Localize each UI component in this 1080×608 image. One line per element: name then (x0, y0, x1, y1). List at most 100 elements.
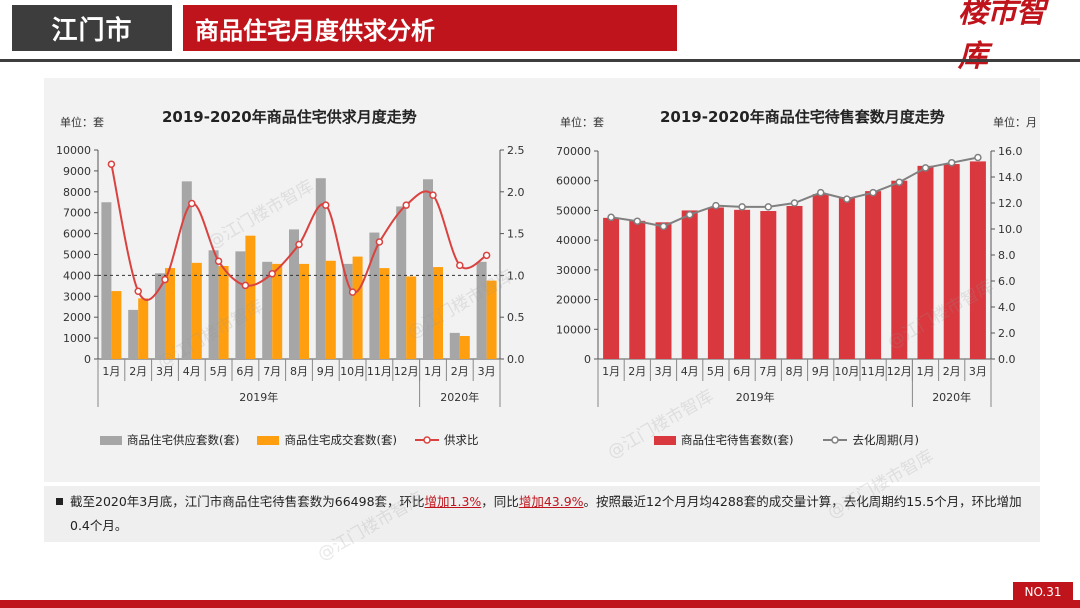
bar-secondary (111, 291, 122, 359)
legend-label-ratio: 供求比 (443, 433, 479, 447)
line-point (764, 203, 773, 211)
y-tick-label: 8000 (63, 186, 91, 199)
bar-secondary (379, 268, 390, 359)
y-tick-label: 20000 (556, 294, 591, 307)
bar-primary (449, 332, 460, 359)
supply-demand-chart: 0 1000 2000 3000 4000 5000 6000 7000 8000 9000 100… (56, 144, 525, 407)
bar-primary (786, 205, 803, 359)
y2-tick-label: 1.0 (507, 269, 525, 282)
bar-primary (423, 179, 433, 359)
line-point (790, 199, 799, 207)
y2-tick-label: 8.0 (998, 249, 1016, 262)
bar-secondary (433, 267, 443, 359)
left-chart-title: 2019-2020年商品住宅供求月度走势 (162, 108, 417, 126)
legend-item-inventory: 商品住宅待售套数(套) (654, 432, 793, 448)
bar-secondary (486, 280, 497, 359)
x-tick-label: 1月 (602, 365, 620, 378)
y-tick-label: 60000 (556, 175, 591, 188)
bar-primary (917, 165, 934, 359)
y2-tick-label: 0.5 (507, 311, 525, 324)
year-group-label: 2019年 (239, 390, 278, 404)
summary-box: 截至2020年3月底，江门市商品住宅待售套数为66498套，环比增加1.3%，同… (44, 486, 1040, 542)
y-tick-label: 9000 (63, 165, 91, 178)
line-point (633, 217, 642, 225)
line-point (607, 213, 615, 222)
legend-swatch-supply (100, 435, 122, 445)
x-tick-label: 6月 (733, 365, 751, 378)
y-tick-label: 0 (84, 353, 91, 366)
y2-tick-label: 2.0 (998, 327, 1016, 340)
x-tick-label: 3月 (156, 365, 174, 378)
bar-secondary (272, 263, 283, 359)
bar-primary (315, 178, 326, 359)
page-number: NO.31 (1013, 582, 1073, 602)
bar-primary (865, 191, 882, 359)
y-tick-label: 5000 (63, 249, 91, 262)
bar-primary (101, 202, 112, 359)
x-tick-label: 5月 (707, 365, 725, 378)
bar-primary (838, 197, 855, 359)
x-tick-label: 3月 (655, 365, 673, 378)
x-tick-label: 7月 (759, 365, 777, 378)
bar-primary (812, 194, 829, 359)
page-title-text: 商品住宅月度供求分析 (195, 16, 435, 45)
bar-primary (629, 220, 646, 359)
legend-item-ratio: 供求比 (414, 432, 479, 448)
line-point (659, 222, 668, 231)
x-tick-label: 2月 (628, 365, 646, 378)
x-tick-label: 11月 (367, 365, 392, 378)
x-tick-label: 12月 (394, 365, 419, 378)
y-tick-label: 2000 (63, 311, 91, 324)
summary-part3: 。按照最近12个月月均4288套的成交量计算，去化周期约15.5个月，环比增加0… (70, 494, 1022, 533)
year-group-label: 2020年 (440, 390, 479, 404)
inventory-chart: 0 10000 20000 30000 40000 50000 60000 70000 0.0 2… (556, 145, 1023, 407)
year-group-label: 2020年 (932, 390, 971, 404)
bar-primary (969, 161, 986, 359)
y-tick-label: 40000 (556, 234, 591, 247)
summary-text: 截至2020年3月底，江门市商品住宅待售套数为66498套，环比增加1.3%，同… (70, 490, 1032, 538)
y2-tick-label: 0.0 (507, 353, 525, 366)
bar-secondary (138, 298, 149, 359)
legend-item-sales: 商品住宅成交套数(套) (257, 432, 397, 448)
bar-primary (943, 164, 960, 359)
x-tick-label: 1月 (917, 365, 935, 378)
line-point (402, 201, 410, 209)
bar-primary (681, 210, 698, 359)
line-point (816, 188, 825, 197)
bar-primary (396, 206, 407, 359)
line-point (241, 281, 250, 290)
y2-tick-label: 14.0 (998, 171, 1023, 184)
y-tick-label: 70000 (556, 145, 591, 158)
bar-primary (262, 261, 273, 359)
x-tick-label: 1月 (102, 365, 120, 378)
bar-primary (734, 209, 751, 359)
x-tick-label: 7月 (263, 365, 281, 378)
y2-tick-label: 2.0 (507, 186, 525, 199)
city-name: 江门市 (51, 15, 133, 46)
x-tick-label: 10月 (834, 365, 859, 378)
header-rule (0, 59, 1080, 62)
summary-highlight-mom: 增加1.3% (424, 494, 482, 509)
line-point (429, 191, 437, 199)
line-point (268, 269, 276, 278)
left-chart-legend: 商品住宅供应套数(套) 商品住宅成交套数(套) 供求比 (100, 432, 496, 448)
page-number-text: NO.31 (1024, 585, 1062, 599)
city-badge: 江门市 (12, 5, 172, 51)
x-tick-label: 6月 (236, 365, 254, 378)
line-point (895, 178, 904, 186)
line-point (456, 261, 464, 270)
line-point (712, 201, 720, 210)
legend-item-supply: 商品住宅供应套数(套) (100, 432, 239, 448)
line-point (161, 275, 169, 284)
x-tick-label: 10月 (340, 365, 365, 378)
line-point (134, 287, 142, 296)
bar-primary (289, 229, 299, 359)
x-tick-label: 2月 (451, 365, 469, 378)
y-tick-label: 10000 (56, 144, 91, 157)
x-tick-label: 9月 (317, 365, 335, 378)
x-tick-label: 4月 (681, 365, 699, 378)
legend-label-cycle: 去化周期(月) (852, 433, 919, 447)
line-point (188, 199, 196, 208)
year-group-label: 2019年 (736, 390, 775, 404)
y2-tick-label: 1.5 (507, 228, 525, 241)
